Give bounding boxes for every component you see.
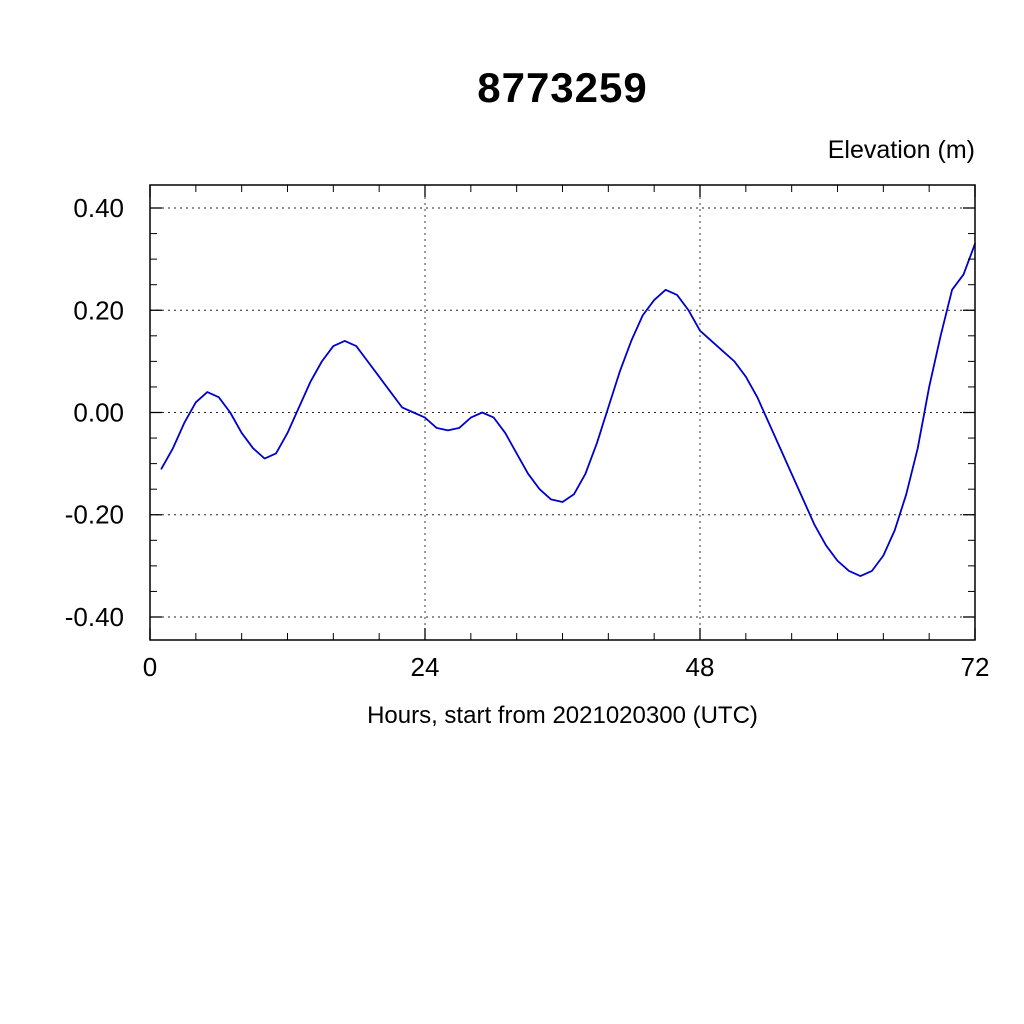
y-tick-label: -0.40 (65, 602, 124, 632)
x-tick-label: 48 (686, 652, 715, 682)
elevation-line (160, 242, 976, 577)
y-tick-label: -0.20 (65, 500, 124, 530)
x-tick-label: 24 (411, 652, 440, 682)
x-tick-label: 72 (961, 652, 990, 682)
chart-title: 8773259 (477, 64, 648, 111)
y-tick-label: 0.40 (73, 193, 124, 223)
y-tick-label: 0.00 (73, 398, 124, 428)
x-tick-label: 0 (143, 652, 157, 682)
y-axis-title: Elevation (m) (827, 136, 975, 164)
y-tick-label: 0.20 (73, 295, 124, 325)
x-axis-title: Hours, start from 2021020300 (UTC) (367, 702, 758, 729)
